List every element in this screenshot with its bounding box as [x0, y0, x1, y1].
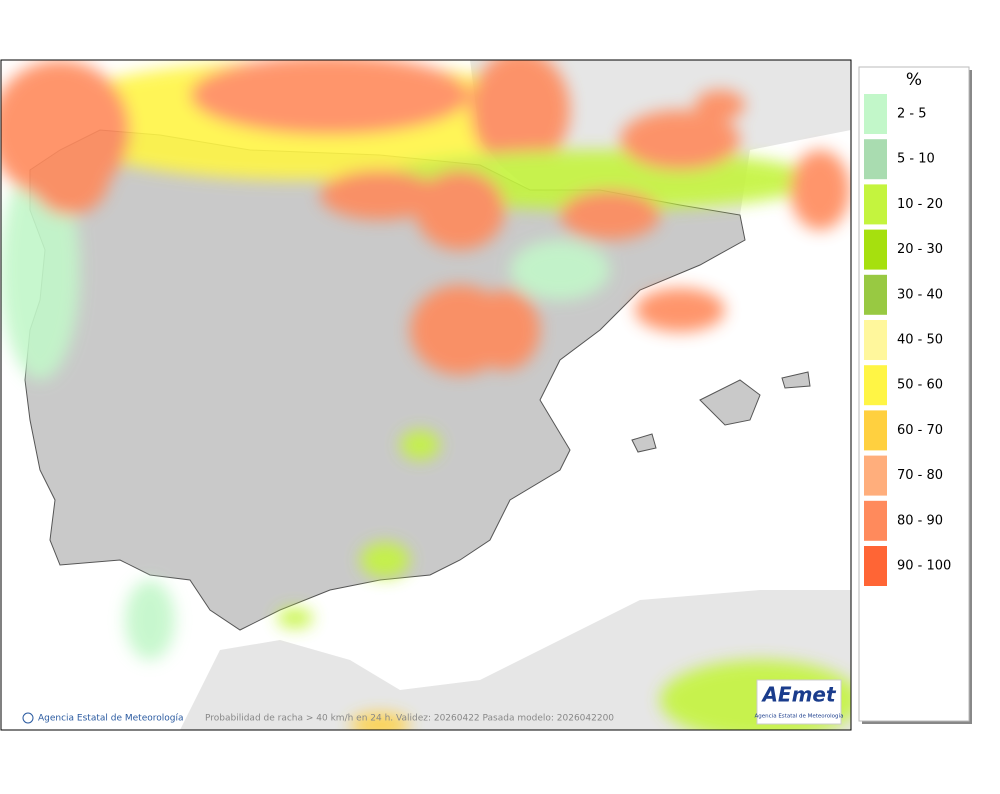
legend-label: 40 - 50: [897, 333, 943, 348]
legend-swatch: [864, 139, 887, 180]
legend-label: 70 - 80: [897, 468, 943, 483]
legend-label: 30 - 40: [897, 287, 943, 302]
credit: Agencia Estatal de Meteorología: [38, 714, 184, 724]
logo-subtitle: Agencia Estatal de Meteorología: [755, 713, 844, 720]
legend-label: 10 - 20: [897, 197, 943, 212]
legend-swatch: [864, 410, 887, 451]
legend-swatch: [864, 229, 887, 270]
legend-label: 90 - 100: [897, 559, 951, 574]
legend-label: 20 - 30: [897, 242, 943, 257]
legend-swatch: [864, 455, 887, 496]
legend-swatch: [864, 365, 887, 406]
legend-items: 2 - 5 5 - 10 10 - 20 20 - 30 30 - 40 40 - 50 5…: [864, 94, 951, 586]
legend-label: 5 - 10: [897, 152, 935, 167]
legend-swatch: [864, 94, 887, 134]
map: AEmet Agencia Estatal de Meteorología Ag…: [1, 60, 851, 730]
legend-title: %: [906, 70, 922, 90]
legend-swatch: [864, 274, 887, 315]
legend-label: 2 - 5: [897, 107, 927, 122]
logo-box: [756, 679, 842, 725]
legend-swatch: [864, 320, 887, 360]
legend-label: 60 - 70: [897, 423, 943, 438]
legend-label: 80 - 90: [897, 513, 943, 528]
ibiza: [631, 433, 657, 453]
probability-field: [1, 60, 851, 730]
mallorca: [699, 379, 761, 426]
caption: Probabilidad de racha > 40 km/h en 24 h.…: [205, 714, 614, 724]
menorca: [781, 371, 811, 389]
legend-swatch: [864, 546, 887, 586]
legend-swatch: [864, 500, 887, 541]
copyright-icon: [22, 712, 34, 724]
map-frame: [0, 59, 852, 731]
legend-label: 50 - 60: [897, 378, 943, 393]
legend-swatch: [864, 184, 887, 225]
logo-name: AEmet: [760, 683, 837, 707]
